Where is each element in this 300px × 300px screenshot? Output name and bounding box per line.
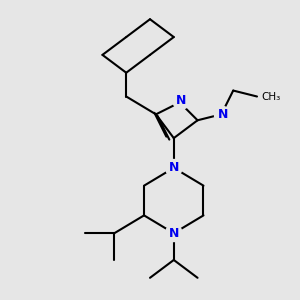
Circle shape [166,160,182,176]
Text: N: N [176,94,186,107]
Text: N: N [169,227,179,240]
Text: N: N [218,108,228,122]
Text: N: N [169,161,179,174]
Circle shape [214,106,231,123]
Circle shape [166,225,182,242]
Circle shape [173,93,190,109]
Text: CH₃: CH₃ [262,92,281,101]
